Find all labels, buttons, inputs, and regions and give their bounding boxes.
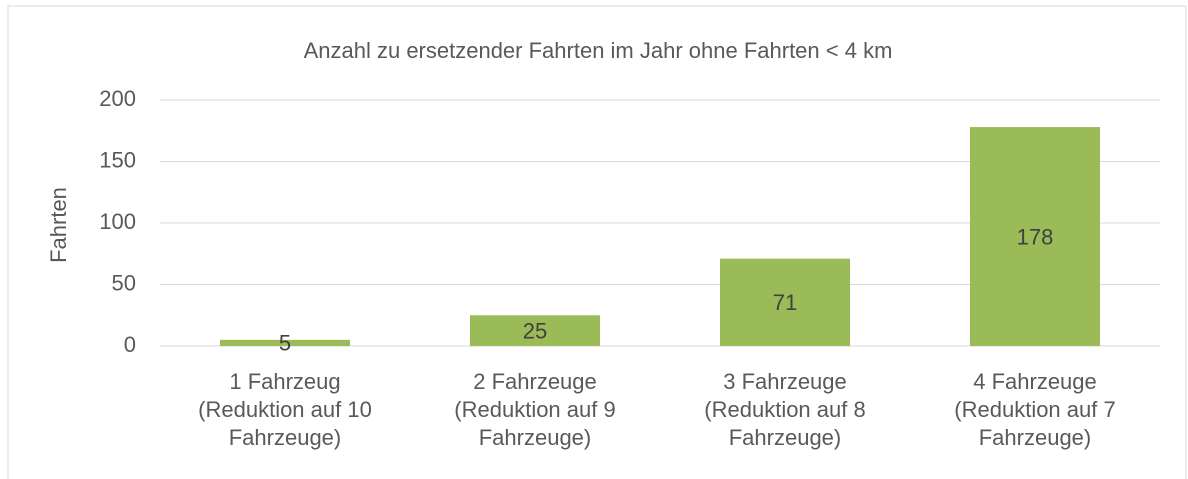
y-tick-label: 200 xyxy=(99,86,136,111)
x-tick-label: 3 Fahrzeuge (Reduktion auf 8 Fahrzeuge) xyxy=(704,369,866,450)
data-label: 178 xyxy=(1017,224,1054,249)
y-tick-label: 150 xyxy=(99,147,136,172)
bar xyxy=(970,127,1100,346)
x-tick-label: 1 Fahrzeug (Reduktion auf 10 Fahrzeuge) xyxy=(198,369,372,450)
chart-border xyxy=(7,5,1187,479)
data-label: 25 xyxy=(523,318,547,343)
data-label: 71 xyxy=(773,290,797,315)
data-label: 5 xyxy=(279,331,291,356)
x-tick-label: 2 Fahrzeuge (Reduktion auf 9 Fahrzeuge) xyxy=(454,369,616,450)
y-tick-label: 100 xyxy=(99,209,136,234)
chart-title: Anzahl zu ersetzender Fahrten im Jahr oh… xyxy=(304,38,893,63)
bar xyxy=(220,339,350,346)
bar xyxy=(720,258,850,346)
y-tick-label: 0 xyxy=(124,332,136,357)
y-axis-label: Fahrten xyxy=(46,187,71,263)
y-tick-label: 50 xyxy=(112,270,136,295)
x-tick-label: 4 Fahrzeuge (Reduktion auf 7 Fahrzeuge) xyxy=(954,369,1116,450)
bar xyxy=(470,315,600,346)
